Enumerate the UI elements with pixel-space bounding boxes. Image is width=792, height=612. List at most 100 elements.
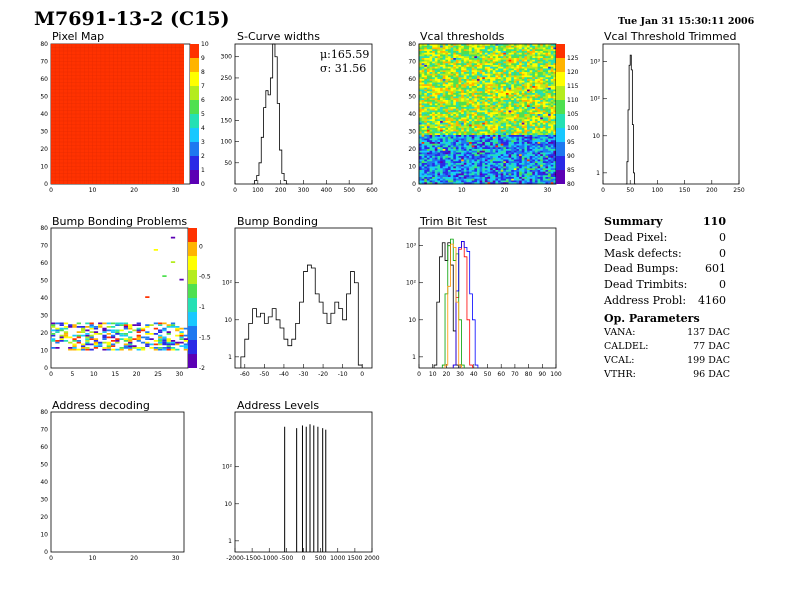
- heatmap-cell: [455, 143, 459, 146]
- heatmap-cell: [498, 166, 501, 169]
- heatmap-cell: [534, 117, 538, 120]
- heatmap-cell: [445, 122, 449, 125]
- heatmap-cell: [490, 56, 494, 59]
- heatmap-cell: [487, 159, 491, 162]
- heatmap-cell: [136, 324, 141, 326]
- heatmap-cell: [474, 70, 478, 73]
- heatmap-cell: [442, 143, 446, 146]
- x-tick-label: 30: [544, 187, 552, 194]
- heatmap-cell: [505, 84, 509, 87]
- heatmap-cell: [158, 322, 163, 325]
- colorbar-cell: [556, 100, 565, 114]
- heatmap-cell: [474, 180, 478, 183]
- heatmap-cell: [490, 51, 494, 54]
- heatmap-cell: [469, 117, 472, 120]
- heatmap-cell: [450, 142, 454, 145]
- heatmap-cell: [542, 61, 546, 64]
- heatmap-cell: [542, 156, 546, 159]
- heatmap-cell: [521, 121, 525, 124]
- heatmap-cell: [445, 56, 449, 59]
- heatmap-cell: [521, 143, 525, 146]
- heatmap-cell: [534, 103, 538, 106]
- heatmap-cell: [479, 107, 483, 110]
- heatmap-cell: [516, 126, 520, 129]
- heatmap-cell: [469, 131, 472, 134]
- heatmap-cell: [511, 161, 515, 164]
- heatmap-cell: [505, 149, 509, 152]
- heatmap-cell: [80, 329, 86, 332]
- y-tick-label: 1: [228, 354, 232, 361]
- heatmap-cell: [474, 173, 478, 176]
- heatmap-cell: [458, 47, 462, 50]
- heatmap-cell: [548, 152, 552, 155]
- heatmap-cell: [429, 105, 433, 108]
- heatmap-cell: [469, 89, 472, 92]
- heatmap-cell: [550, 98, 554, 101]
- heatmap-cell: [429, 44, 433, 47]
- heatmap-cell: [524, 145, 528, 148]
- heatmap-cell: [524, 168, 528, 171]
- heatmap-cell: [453, 164, 457, 167]
- heatmap-cell: [529, 131, 533, 134]
- heatmap-cell: [545, 47, 549, 50]
- heatmap-cell: [440, 68, 444, 71]
- heatmap-cell: [458, 56, 462, 59]
- colorbar-cell: [188, 298, 197, 312]
- heatmap-cell: [490, 54, 494, 57]
- heatmap-cell: [471, 82, 475, 85]
- heatmap-cell: [469, 119, 472, 122]
- heatmap-cell: [434, 147, 438, 150]
- heatmap-cell: [461, 56, 465, 59]
- heatmap-cell: [476, 75, 480, 78]
- series-line: [441, 238, 465, 368]
- heatmap-cell: [440, 157, 444, 160]
- heatmap-cell: [476, 117, 480, 120]
- heatmap-cell: [519, 122, 523, 125]
- heatmap-cell: [424, 142, 428, 145]
- heatmap-cell: [511, 119, 515, 122]
- heatmap-cell: [445, 171, 449, 174]
- heatmap-cell: [498, 147, 501, 150]
- heatmap-cell: [442, 150, 446, 153]
- x-tick-label: 100: [550, 371, 562, 378]
- heatmap-cell: [524, 128, 528, 131]
- colorbar-label: 80: [567, 181, 575, 188]
- heatmap-cell: [542, 110, 546, 113]
- heatmap-cell: [516, 152, 520, 155]
- histogram-line: [252, 43, 289, 185]
- heatmap-cell: [524, 45, 528, 48]
- heatmap-cell: [513, 166, 517, 169]
- heatmap-cell: [128, 347, 133, 349]
- heatmap-cell: [548, 96, 552, 99]
- heatmap-cell: [487, 115, 491, 118]
- heatmap-cell: [461, 101, 465, 104]
- heatmap-cell: [550, 58, 554, 61]
- heatmap-cell: [490, 161, 494, 164]
- heatmap-cell: [487, 56, 491, 59]
- heatmap-cell: [447, 101, 451, 104]
- heatmap-cell: [445, 152, 449, 155]
- heatmap-cell: [463, 140, 467, 143]
- heatmap-cell: [524, 110, 528, 113]
- heatmap-cell: [51, 347, 56, 349]
- heatmap-cell: [545, 66, 549, 69]
- heatmap-cell: [553, 161, 557, 164]
- heatmap-cell: [492, 129, 496, 132]
- heatmap-cell: [508, 63, 512, 66]
- heatmap-cell: [179, 333, 184, 335]
- heatmap-cell: [505, 87, 509, 90]
- heatmap-cell: [545, 161, 549, 164]
- heatmap-cell: [51, 324, 56, 326]
- heatmap-cell: [524, 93, 528, 96]
- heatmap-cell: [503, 75, 507, 78]
- heatmap-cell: [102, 327, 107, 330]
- heatmap-cell: [455, 180, 459, 183]
- heatmap-cell: [469, 68, 472, 71]
- heatmap-cell: [548, 142, 552, 145]
- heatmap-cell: [537, 154, 541, 157]
- heatmap-cell: [490, 63, 494, 66]
- heatmap-cell: [529, 72, 533, 75]
- heatmap-cell: [426, 112, 430, 115]
- heatmap-cell: [479, 70, 483, 73]
- heatmap-cell: [529, 114, 533, 117]
